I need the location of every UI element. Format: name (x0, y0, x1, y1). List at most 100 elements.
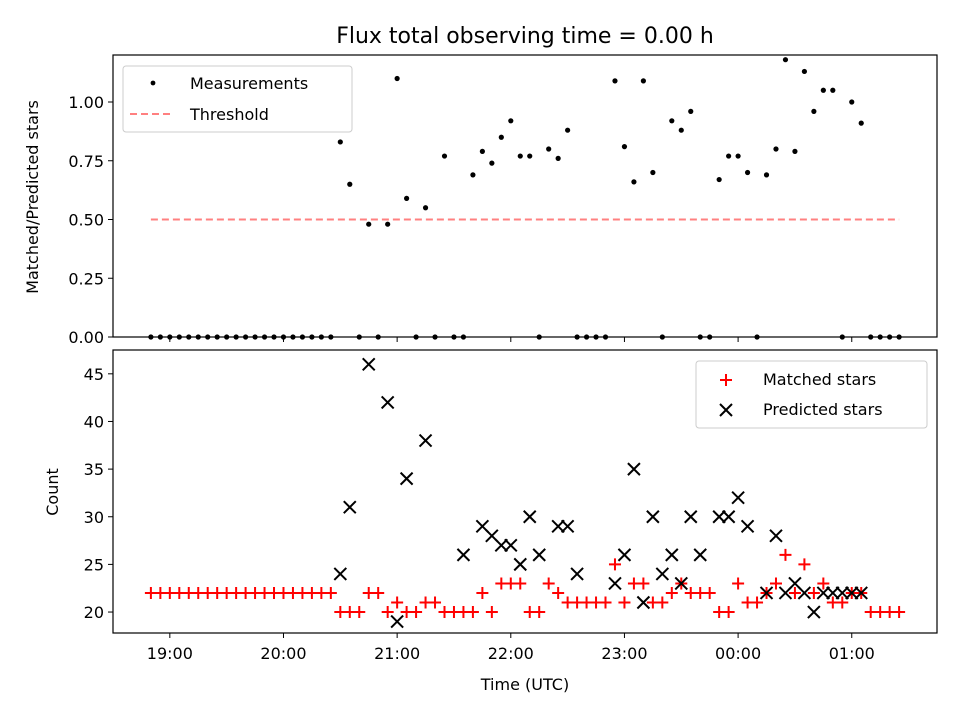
matched-star-point (807, 586, 820, 599)
measurement-point (413, 334, 419, 340)
predicted-star-point (456, 548, 471, 562)
predicted-star-point (551, 519, 565, 533)
predicted-star-point (797, 586, 812, 600)
legend-predicted-marker (719, 403, 733, 417)
bottom-y-tick-label: 40 (84, 412, 104, 431)
legend-matched-marker (720, 374, 732, 386)
predicted-star-point (655, 567, 670, 581)
matched-star-point (552, 586, 565, 599)
predicted-star-point (494, 538, 509, 553)
measurement-point (195, 334, 201, 340)
measurement-point (744, 169, 751, 176)
legend-threshold-label: Threshold (189, 105, 269, 124)
measurement-point (640, 78, 646, 84)
legend-matched-label: Matched stars (763, 370, 876, 389)
x-tick-label: 20:00 (260, 644, 306, 663)
measurement-point (849, 99, 855, 105)
bottom-axes-frame (112, 349, 938, 634)
predicted-star-point (740, 519, 755, 533)
x-tick-label: 19:00 (147, 644, 193, 663)
bottom-legend-frame (695, 360, 928, 429)
measurement-point (527, 153, 533, 159)
matched-star-point (466, 606, 479, 619)
measurement-point (318, 334, 324, 340)
predicted-star-point (380, 395, 395, 410)
top-y-tick-label: 0.50 (68, 211, 104, 230)
predicted-star-point (684, 510, 698, 524)
measurement-point (877, 334, 883, 340)
measurement-point (290, 334, 296, 340)
measurement-point (801, 68, 808, 75)
measurement-point (441, 153, 448, 159)
measurement-point (404, 195, 410, 201)
measurement-point (555, 155, 561, 161)
matched-star-point (485, 606, 498, 619)
predicted-star-point (362, 357, 376, 372)
measurement-point (678, 127, 684, 133)
legend-predicted-label: Predicted stars (763, 400, 883, 419)
matched-star-point (353, 606, 366, 619)
bottom-y-tick-label: 30 (84, 508, 104, 527)
measurement-point (546, 146, 552, 152)
predicted-star-point (333, 567, 348, 581)
measurement-point (631, 179, 637, 185)
matched-star-point (836, 596, 849, 609)
predicted-star-point (504, 538, 518, 553)
measurement-point (309, 334, 315, 340)
measurement-point (688, 108, 694, 114)
x-tick-label: 22:00 (488, 644, 534, 663)
matched-star-point (410, 606, 423, 619)
measurement-point (366, 221, 372, 227)
measurement-point (157, 334, 163, 340)
matched-star-point (324, 586, 337, 599)
matched-star-point (391, 596, 404, 609)
predicted-star-point (513, 557, 527, 572)
predicted-star-point (617, 548, 632, 562)
measurement-point (394, 75, 400, 82)
measurement-point (896, 334, 902, 340)
predicted-star-point (807, 605, 821, 619)
predicted-star-point (854, 586, 868, 600)
predicted-star-point (674, 576, 688, 591)
predicted-star-point (731, 490, 745, 505)
predicted-star-point (399, 471, 414, 486)
bottom-y-tick-label: 25 (84, 555, 104, 574)
predicted-star-point (560, 519, 575, 533)
measurement-point (148, 334, 154, 340)
measurement-point (508, 118, 514, 124)
measurement-point (707, 334, 713, 340)
measurement-point (470, 172, 476, 178)
measurement-point (583, 334, 590, 340)
predicted-star-point (816, 586, 831, 600)
matched-star-point (429, 596, 442, 609)
matched-star-point (722, 606, 735, 619)
measurement-point (271, 334, 277, 340)
top-y-tick-label: 0.75 (68, 152, 104, 171)
measurement-point (574, 334, 580, 340)
measurement-point (887, 334, 893, 340)
top-legend: Measurements Threshold (122, 65, 353, 133)
predicted-star-point (608, 576, 622, 591)
legend-measurements-marker (150, 80, 156, 86)
measurement-point (356, 334, 362, 340)
matched-star-point (779, 548, 792, 561)
measurement-point (299, 334, 306, 340)
predicted-star-point (665, 548, 679, 562)
matched-star-point (476, 586, 489, 599)
measurement-point (385, 221, 391, 227)
measurement-point (186, 334, 192, 340)
measurement-point (489, 160, 495, 166)
top-y-tick-label: 0.25 (68, 269, 104, 288)
measurement-point (735, 153, 741, 159)
x-tick-label: 23:00 (601, 644, 647, 663)
predicted-star-point (759, 586, 774, 600)
measurement-point (536, 334, 542, 340)
measurement-point (754, 334, 760, 340)
matched-star-point (608, 558, 621, 571)
matched-star-point (769, 577, 782, 590)
predicted-star-point (712, 510, 726, 524)
bottom-y-axis-label: Count (43, 468, 62, 516)
bottom-y-tick-label: 35 (84, 460, 104, 479)
predicted-star-point (570, 567, 584, 581)
